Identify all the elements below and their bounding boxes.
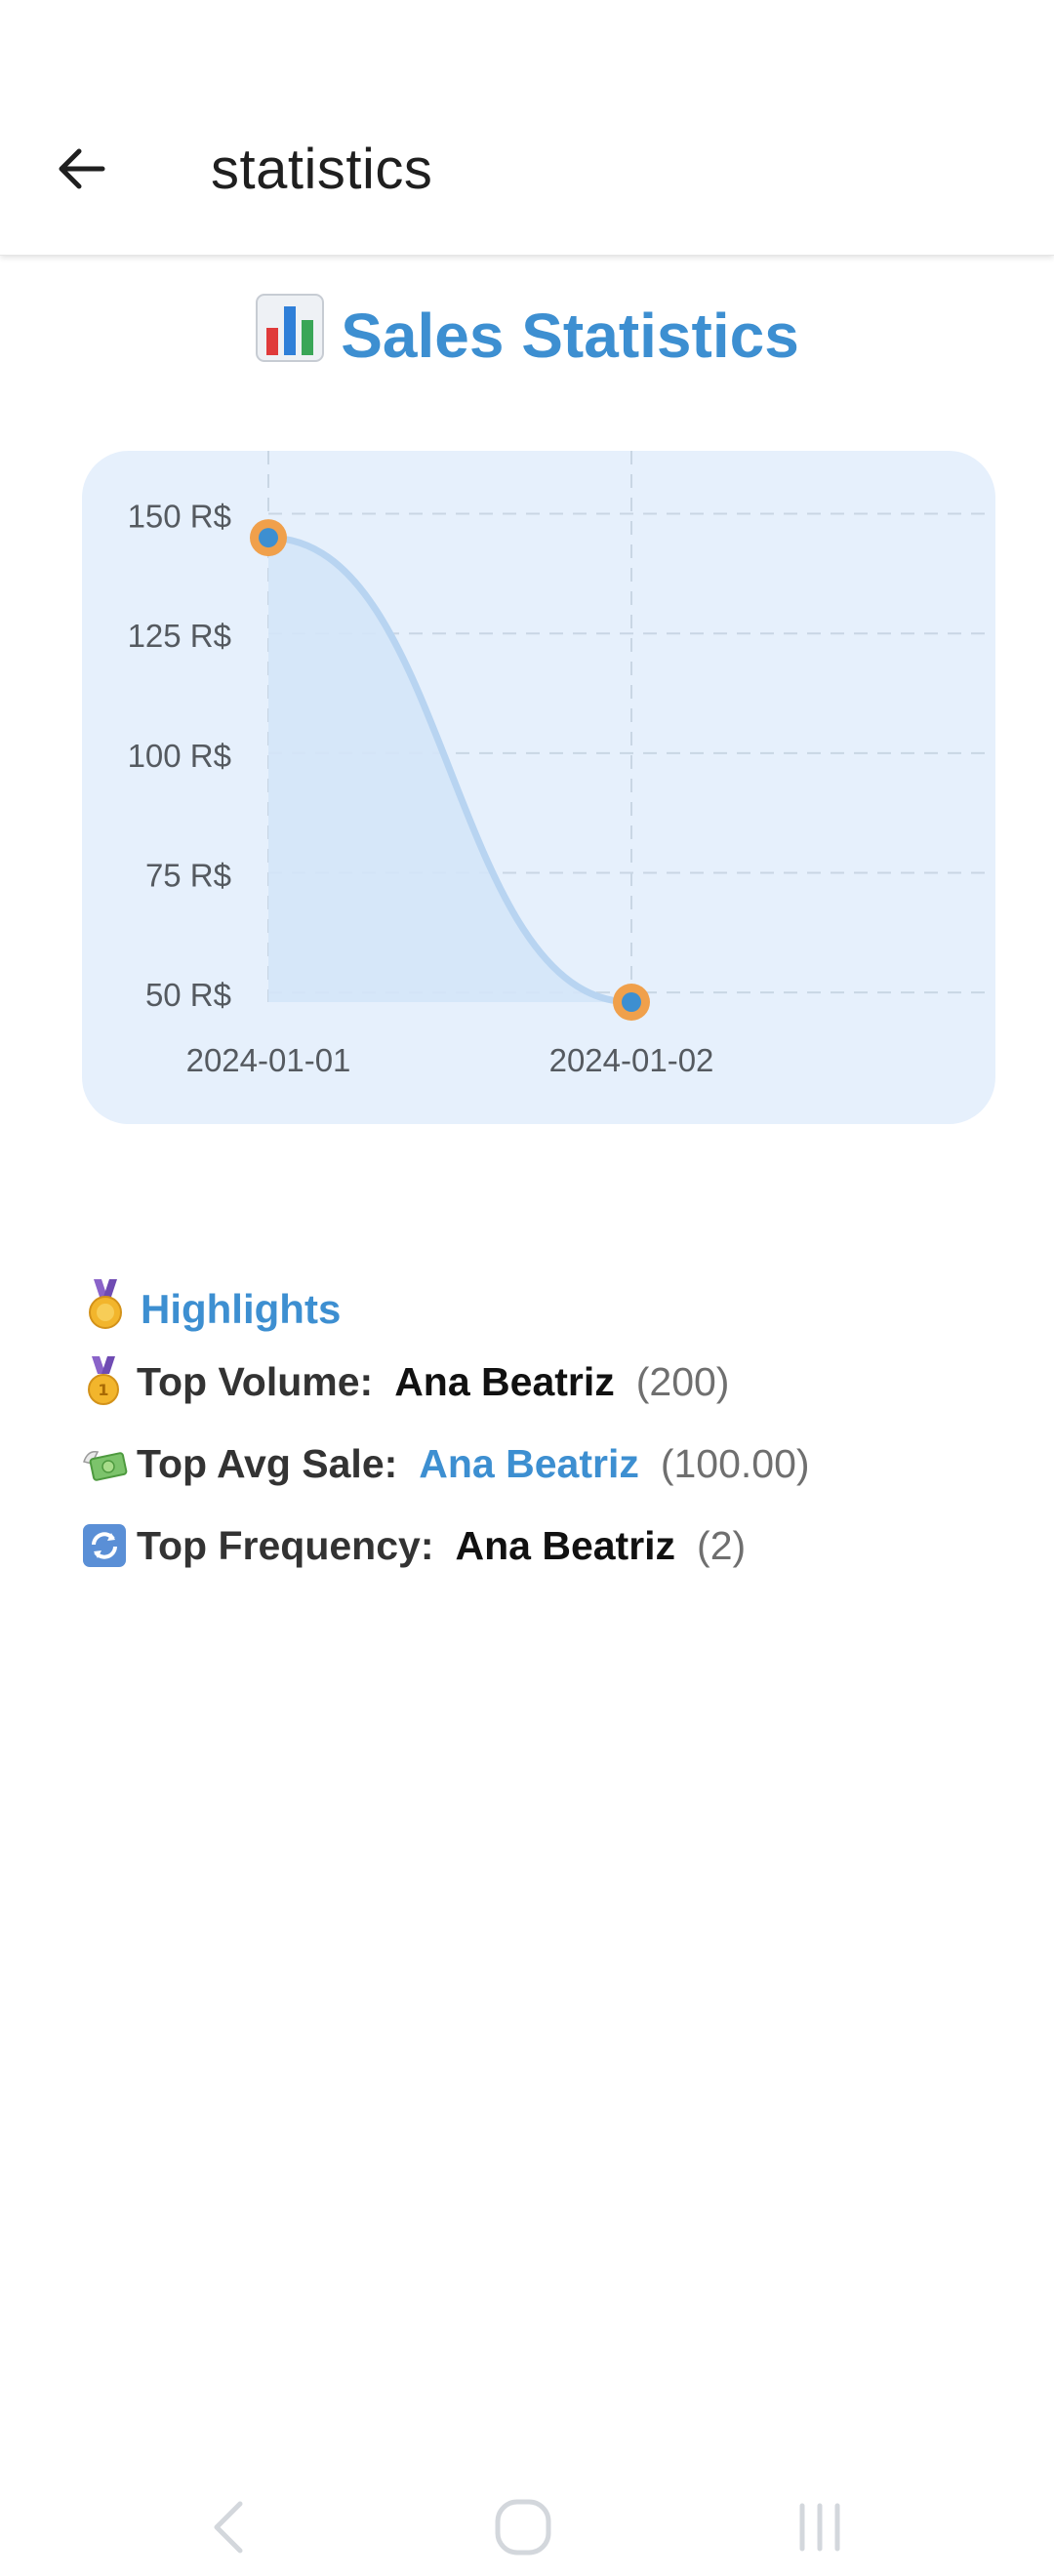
highlight-value: (2) [697,1522,747,1568]
highlight-label: Top Frequency: [137,1522,434,1568]
back-button[interactable] [39,127,123,211]
page-title-text: Sales Statistics [341,300,799,371]
y-tick-label: 125 R$ [128,618,231,654]
money-wings-icon [82,1442,137,1485]
nav-back-button[interactable] [181,2478,278,2576]
system-nav-bar [0,2459,1054,2576]
highlight-label: Top Avg Sale: [137,1440,398,1486]
y-tick-label: 100 R$ [128,738,231,774]
app-bar: statistics [0,0,1054,256]
highlights-section: Highlights 1 Top Volume: Ana Beatriz (20… [82,1278,1009,1587]
highlight-top-frequency: Top Frequency: Ana Beatriz (2) [82,1505,1009,1587]
highlight-top-avg-sale: Top Avg Sale: Ana Beatriz (100.00) [82,1423,1009,1505]
gold-medal-icon: 1 [82,1354,137,1409]
highlight-name: Ana Beatriz [394,1358,615,1404]
y-tick-label: 50 R$ [145,977,231,1013]
medal-icon [82,1277,129,1342]
repeat-icon [82,1523,137,1568]
app-bar-title: statistics [211,138,433,201]
svg-text:1: 1 [98,1381,108,1399]
arrow-left-icon [59,148,105,189]
highlights-heading-text: Highlights [141,1286,342,1332]
nav-back-icon [214,2501,243,2554]
sales-chart: 50 R$ 75 R$ 100 R$ 125 R$ 150 R$ 2024-01-01 20… [82,451,995,1124]
highlight-name-link[interactable]: Ana Beatriz [419,1440,639,1486]
y-tick-label: 150 R$ [128,499,231,535]
highlight-name: Ana Beatriz [455,1522,676,1568]
bar-chart-icon [255,293,325,378]
sales-chart-plot: 50 R$ 75 R$ 100 R$ 125 R$ 150 R$ 2024-01-01 20… [128,451,986,1078]
x-tick-label: 2024-01-02 [549,1042,714,1078]
series-line [267,534,632,1006]
nav-recents-button[interactable] [771,2478,869,2576]
page-title: Sales Statistics [0,293,1054,378]
data-point [259,528,278,548]
nav-recents-icon [799,2503,840,2552]
nav-home-icon [495,2499,551,2556]
highlight-top-volume: 1 Top Volume: Ana Beatriz (200) [82,1341,1009,1423]
x-tick-label: 2024-01-01 [186,1042,351,1078]
highlight-label: Top Volume: [137,1358,374,1404]
y-tick-label: 75 R$ [145,858,231,894]
highlight-value: (100.00) [660,1440,810,1486]
highlight-value: (200) [635,1358,730,1404]
data-point [622,992,641,1012]
highlights-heading: Highlights [82,1278,1009,1341]
nav-home-button[interactable] [474,2478,572,2576]
